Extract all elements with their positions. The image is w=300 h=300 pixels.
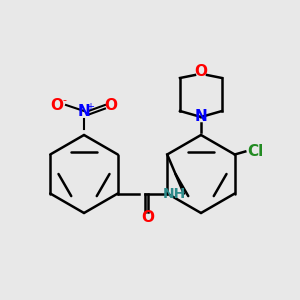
Text: O: O xyxy=(194,64,208,80)
Text: N: N xyxy=(195,110,207,124)
Text: -: - xyxy=(62,95,67,106)
Text: O: O xyxy=(50,98,64,112)
Text: +: + xyxy=(86,101,94,112)
Text: O: O xyxy=(104,98,118,112)
Text: N: N xyxy=(78,103,90,118)
Text: NH: NH xyxy=(163,187,186,200)
Text: O: O xyxy=(141,210,154,225)
Text: Cl: Cl xyxy=(248,144,264,159)
